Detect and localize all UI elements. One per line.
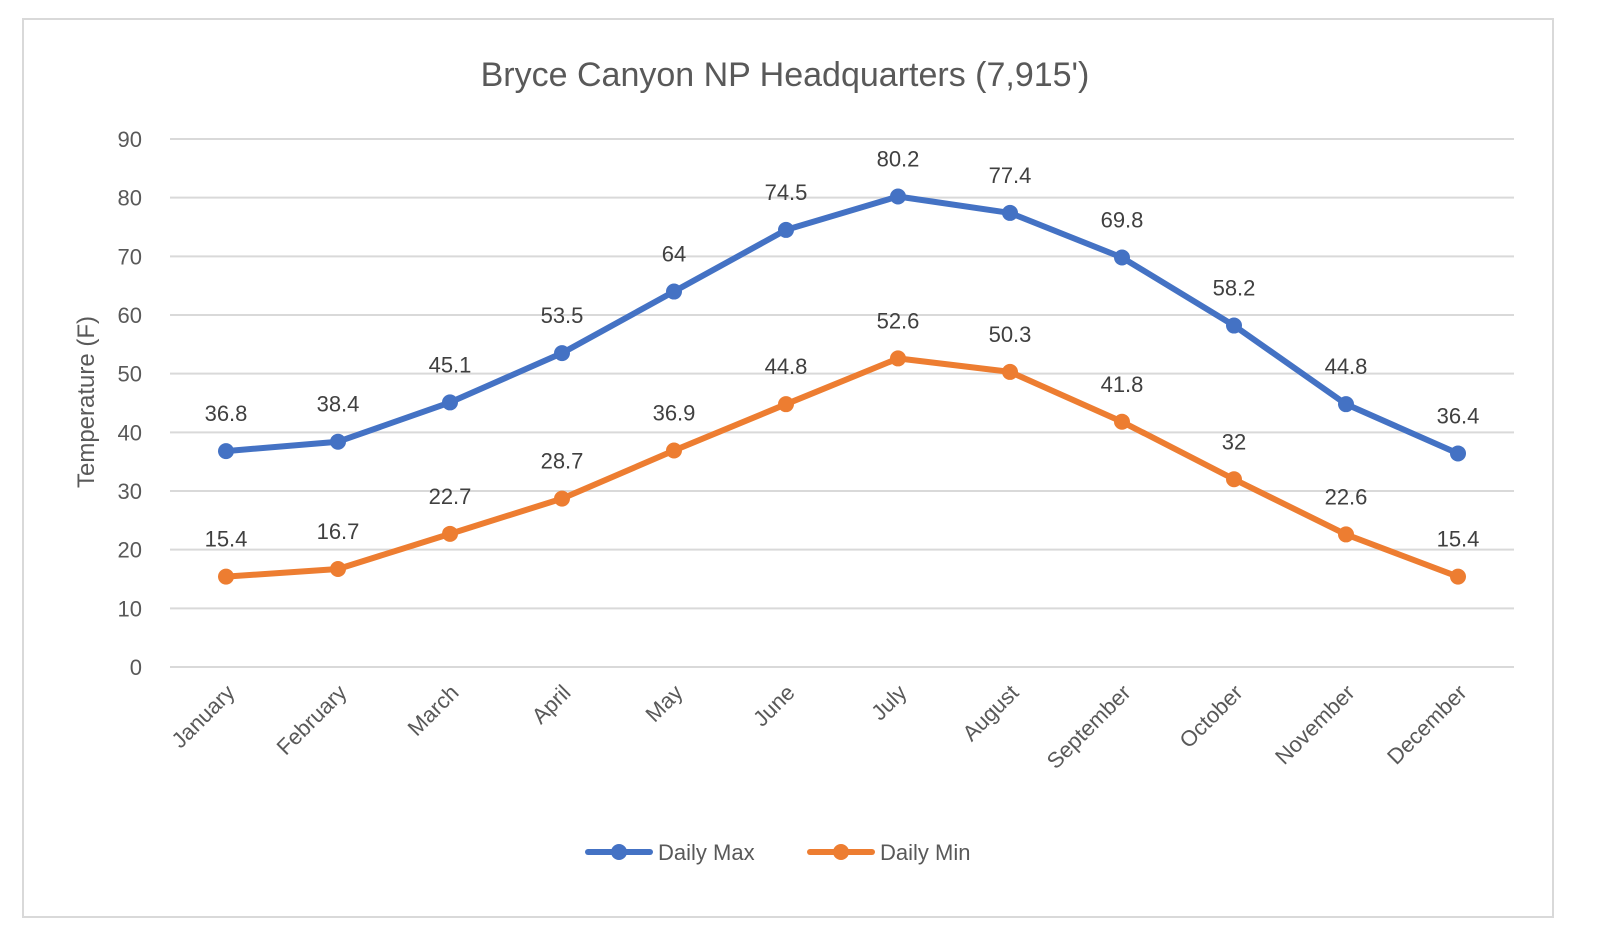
x-tick-label: June (748, 680, 799, 731)
chart-title: Bryce Canyon NP Headquarters (7,915') (481, 56, 1090, 94)
data-label: 69.8 (1101, 208, 1144, 233)
x-axis-ticks: January February March April May June July Augu… (167, 680, 1472, 774)
data-point (1002, 363, 1018, 380)
data-labels: 36.8 38.4 45.1 53.5 64 74.5 80.2 77.4 69.8 58.2 44… (205, 146, 1480, 551)
data-label: 58.2 (1213, 276, 1256, 301)
data-point (1338, 526, 1354, 543)
data-point (1002, 204, 1018, 221)
x-tick-label: March (403, 680, 464, 741)
gridlines (170, 138, 1514, 668)
y-tick-label: 50 (118, 362, 142, 387)
legend-marker (833, 844, 849, 860)
data-point (778, 221, 794, 238)
series-layer (218, 188, 1466, 585)
y-tick-label: 10 (118, 596, 142, 621)
legend-item: Daily Max (585, 840, 755, 865)
x-tick-label: August (957, 680, 1023, 746)
x-tick-label: January (167, 680, 240, 753)
data-point (1338, 396, 1354, 413)
x-tick-label: February (272, 680, 352, 760)
series-line-0 (223, 193, 1461, 457)
data-label: 38.4 (317, 392, 360, 417)
data-label: 44.8 (765, 354, 808, 379)
y-tick-label: 40 (118, 420, 142, 445)
data-point (330, 561, 346, 578)
data-point (1114, 249, 1130, 266)
data-label: 80.2 (877, 146, 920, 171)
x-tick-label: July (866, 680, 911, 725)
data-point (1226, 317, 1242, 334)
y-axis-ticks: 0 10 20 30 40 50 60 70 80 90 (118, 127, 142, 680)
data-label: 36.9 (653, 401, 696, 426)
x-tick-label: September (1042, 680, 1136, 774)
data-point (218, 443, 234, 460)
legend: Daily Max Daily Min (585, 840, 970, 865)
data-point (442, 394, 458, 411)
data-label: 50.3 (989, 322, 1032, 347)
y-tick-label: 90 (118, 127, 142, 152)
data-label: 36.8 (205, 401, 248, 426)
data-label: 64 (662, 242, 686, 267)
series-line-1 (223, 355, 1461, 580)
y-tick-label: 70 (118, 244, 142, 269)
legend-marker (611, 844, 627, 860)
y-axis-title: Temperature (F) (73, 316, 100, 488)
data-point (1114, 413, 1130, 430)
data-label: 53.5 (541, 303, 584, 328)
chart-frame (22, 18, 1554, 918)
data-point (1226, 471, 1242, 488)
data-label: 45.1 (429, 352, 472, 377)
data-point (890, 350, 906, 367)
y-tick-label: 30 (118, 479, 142, 504)
x-tick-label: December (1382, 680, 1471, 769)
data-point (666, 442, 682, 459)
y-tick-label: 60 (118, 303, 142, 328)
data-label: 36.4 (1437, 403, 1480, 428)
data-point (554, 490, 570, 507)
data-label: 22.7 (429, 484, 472, 509)
data-label: 44.8 (1325, 354, 1368, 379)
data-label: 77.4 (989, 163, 1032, 188)
data-label: 41.8 (1101, 372, 1144, 397)
data-label: 22.6 (1325, 484, 1368, 509)
legend-label: Daily Max (658, 840, 755, 865)
y-tick-label: 0 (130, 655, 142, 680)
data-label: 16.7 (317, 519, 360, 544)
y-tick-label: 20 (118, 538, 142, 563)
data-point (1450, 445, 1466, 462)
data-point (778, 396, 794, 413)
legend-label: Daily Min (880, 840, 970, 865)
x-tick-label: April (527, 680, 576, 729)
data-label: 28.7 (541, 449, 584, 474)
data-point (218, 568, 234, 585)
data-point (1450, 568, 1466, 585)
data-point (666, 283, 682, 300)
legend-item: Daily Min (807, 840, 970, 865)
x-tick-label: November (1270, 680, 1359, 769)
data-label: 32 (1222, 429, 1246, 454)
data-point (330, 433, 346, 450)
y-tick-label: 80 (118, 186, 142, 211)
data-point (554, 345, 570, 362)
x-tick-label: May (640, 680, 687, 727)
data-point (442, 525, 458, 542)
data-label: 15.4 (1437, 527, 1480, 552)
data-point (890, 188, 906, 205)
data-label: 52.6 (877, 308, 920, 333)
data-label: 74.5 (765, 180, 808, 205)
x-tick-label: October (1175, 680, 1248, 753)
data-label: 15.4 (205, 527, 248, 552)
